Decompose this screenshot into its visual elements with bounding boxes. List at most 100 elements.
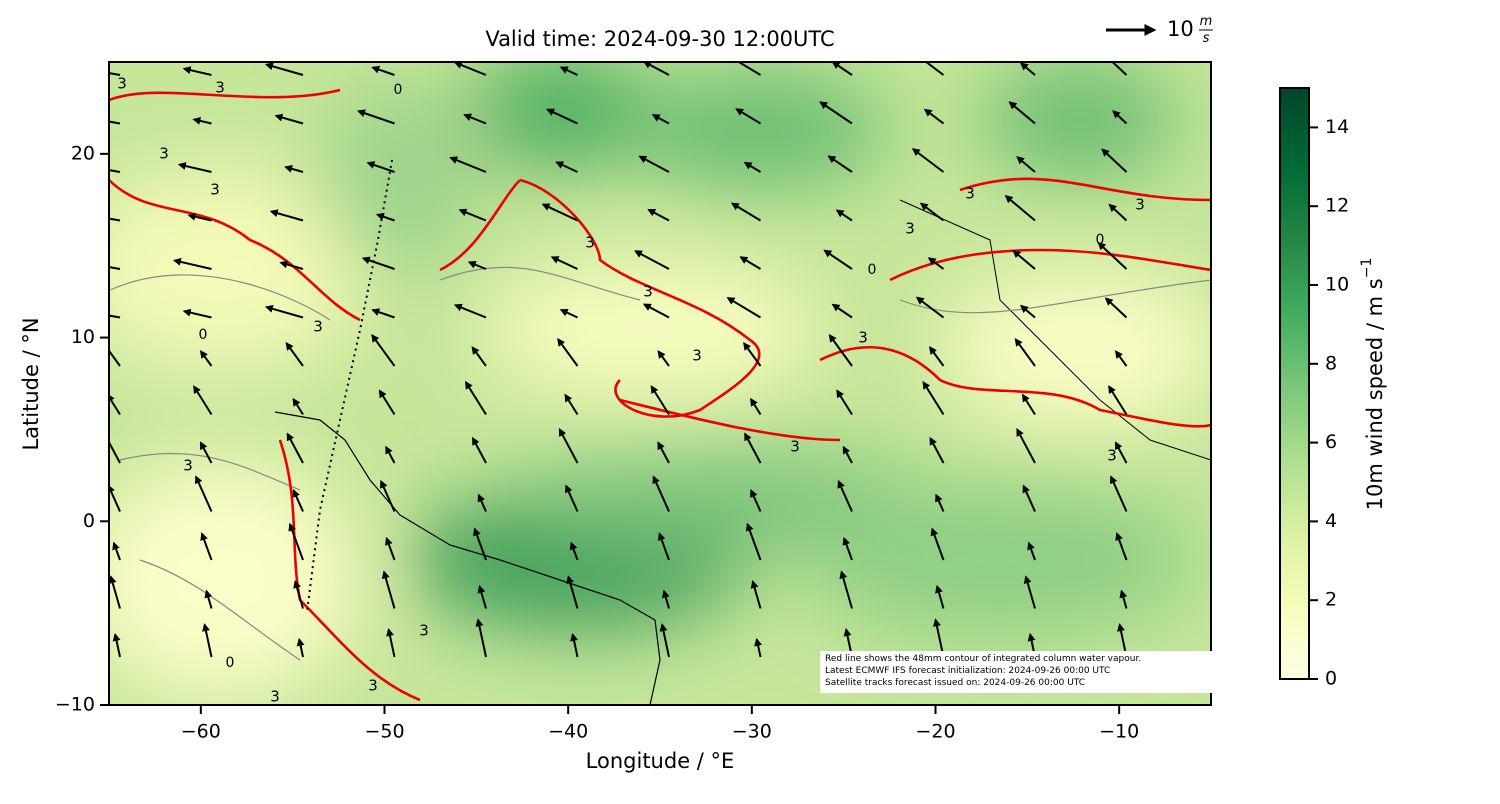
contour-label: 3 (313, 318, 323, 336)
colorbar-tick-label: 6 (1325, 431, 1337, 453)
wind-arrow (1108, 385, 1128, 416)
wind-arrow (202, 623, 213, 658)
contour-label: 3 (270, 688, 280, 706)
x-axis-label: Longitude / °E (586, 749, 735, 773)
x-tick-label: −10 (1099, 721, 1139, 743)
wind-arrow (473, 527, 487, 561)
wind-arrow (357, 109, 395, 125)
x-tick-label: −50 (364, 721, 404, 743)
wind-arrow (842, 445, 853, 464)
wind-arrow (109, 575, 121, 609)
wind-arrow (634, 250, 670, 270)
wind-arrow (467, 260, 487, 270)
wind-arrow (750, 580, 762, 609)
contour-label: 0 (199, 327, 208, 343)
wind-arrow (745, 522, 762, 561)
wind-arrow (743, 342, 762, 367)
contour-label: 3 (368, 677, 378, 695)
colorbar-tick-label: 10 (1325, 274, 1349, 296)
wind-arrow (1115, 532, 1128, 561)
wind-arrow (831, 303, 853, 319)
wind-arrow (661, 589, 670, 609)
wind-arrow (182, 66, 212, 76)
wind-arrow (371, 65, 395, 76)
wind-arrow (274, 113, 304, 125)
wind-arrow (1004, 195, 1036, 222)
contour-label: 0 (1096, 232, 1105, 248)
wind-arrow (730, 202, 762, 222)
wind-arrow (199, 350, 213, 367)
wind-arrow (380, 479, 396, 512)
chart-title: Valid time: 2024-09-30 12:00UTC (485, 27, 834, 51)
wind-arrow (109, 311, 121, 320)
wind-arrow (541, 203, 578, 222)
wind-arrow (1101, 148, 1128, 173)
wind-arrow (1023, 575, 1036, 609)
wind-arrow (726, 62, 762, 76)
contour-label: 0 (868, 262, 877, 278)
wind-arrows (109, 62, 1128, 658)
wind-arrow (557, 338, 579, 367)
x-tick-label: −60 (181, 721, 221, 743)
wind-arrow (929, 436, 945, 464)
wind-arrow (109, 120, 121, 125)
wind-arrow (471, 346, 487, 367)
wind-arrow (477, 584, 487, 609)
wind-arrow (642, 303, 670, 319)
contour-label: 3 (790, 438, 800, 456)
wind-arrow (922, 380, 945, 416)
contour-label: 3 (858, 329, 868, 347)
wind-arrow (828, 333, 853, 367)
contour-label: 3 (419, 622, 429, 640)
wind-arrow (371, 308, 395, 319)
contour-label: 3 (215, 79, 225, 97)
annotation-line: Red line shows the 48mm contour of integ… (825, 654, 1141, 664)
wind-arrow (750, 489, 762, 512)
contour-label: 3 (692, 347, 702, 365)
wind-arrow (1016, 156, 1036, 173)
wind-arrow (927, 257, 945, 270)
wind-arrow (1114, 441, 1128, 464)
wind-arrow (1097, 241, 1128, 270)
wind-arrow (449, 156, 487, 173)
wind-arrow (743, 161, 762, 173)
colorbar-tick-label: 8 (1325, 352, 1337, 374)
wind-arrow (930, 527, 945, 561)
wind-arrow (177, 162, 212, 173)
wind-arrow (269, 209, 304, 222)
wind-arrow (657, 532, 670, 561)
wind-arrow (1014, 338, 1036, 367)
wind-arrow (929, 346, 945, 367)
wind-arrow (109, 440, 121, 464)
wind-arrow (200, 532, 213, 561)
contour-label: 3 (905, 220, 915, 238)
y-tick-label: −10 (55, 694, 95, 716)
wind-arrow (1109, 475, 1128, 512)
wind-arrow (1022, 484, 1036, 512)
wind-arrow (657, 441, 670, 464)
wind-arrow (109, 349, 121, 367)
colorbar-tick-label: 12 (1325, 195, 1349, 217)
colorbar-label: 10m wind speed / m s−1 (1359, 258, 1387, 511)
x-tick-label: −40 (548, 721, 588, 743)
wind-arrow (651, 114, 670, 125)
x-tick-label: −20 (915, 721, 955, 743)
wind-arrow (458, 208, 487, 222)
wind-arrow (293, 580, 304, 609)
wind-arrow (744, 432, 762, 464)
colorbar-label-text: 10m wind speed / m s (1363, 278, 1387, 510)
wind-arrow (1104, 62, 1128, 76)
wind-arrow (378, 389, 396, 416)
wind-arrow (754, 637, 763, 658)
annotation-line: Latest ECMWF IFS forecast initialization… (825, 666, 1110, 676)
wind-arrow (192, 116, 212, 125)
wind-arrow (1019, 304, 1036, 319)
wind-arrow (1021, 393, 1036, 416)
wind-arrow (109, 69, 121, 77)
wind-arrow (835, 209, 853, 222)
wind-arrow (546, 108, 578, 125)
contour-label: 3 (1107, 447, 1117, 465)
wind-arrow (550, 256, 578, 270)
wind-arrow (109, 484, 121, 512)
